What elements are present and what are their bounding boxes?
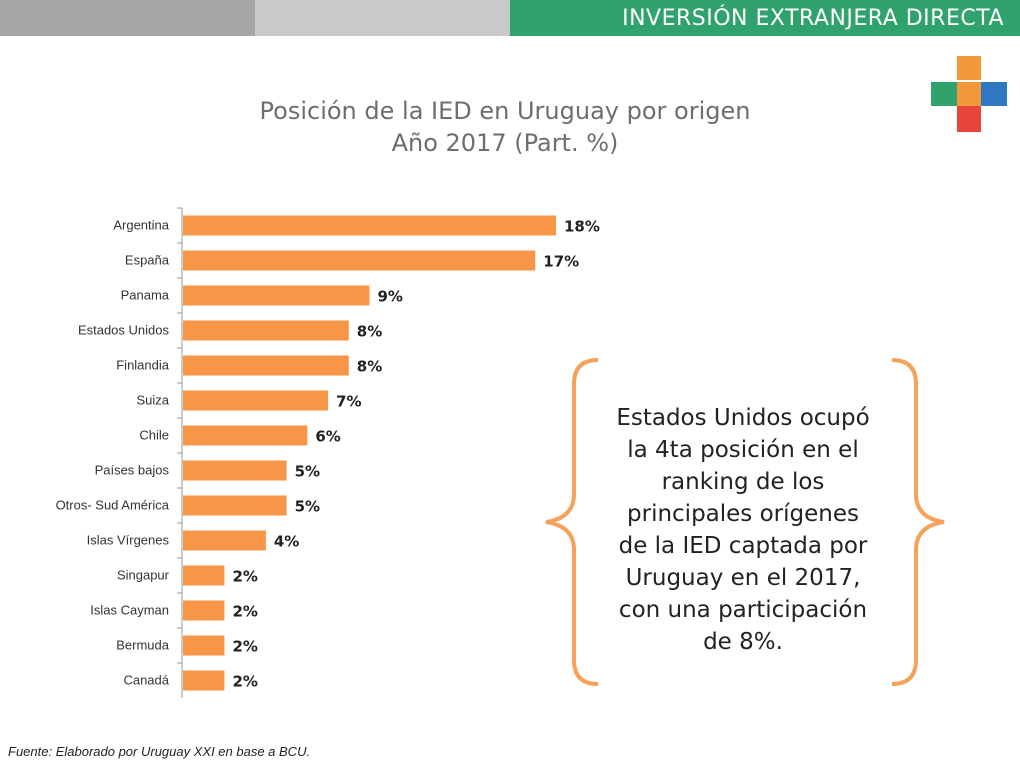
callout-line: principales orígenes	[627, 501, 859, 527]
callout-line: de 8%.	[703, 629, 783, 655]
value-label: 8%	[357, 323, 382, 341]
chart-title-block: Posición de la IED en Uruguay por origen…	[150, 95, 860, 159]
callout-line: la 4ta posición en el	[627, 437, 859, 463]
category-label: Singapur	[117, 568, 170, 583]
chart-subtitle: Año 2017 (Part. %)	[391, 129, 619, 157]
callout-line: Estados Unidos ocupó	[616, 405, 870, 431]
value-label: 2%	[232, 568, 257, 586]
bar	[183, 670, 225, 691]
bar	[183, 635, 225, 656]
category-label: Chile	[139, 428, 169, 443]
callout-line: Uruguay en el 2017,	[625, 565, 861, 591]
callout-text: Estados Unidos ocupó la 4ta posición en …	[588, 402, 898, 658]
callout-line: ranking de los	[661, 469, 825, 495]
value-label: 5%	[295, 463, 320, 481]
category-label: Finlandia	[116, 358, 170, 373]
category-label: Argentina	[113, 218, 169, 233]
value-label: 9%	[378, 288, 403, 306]
left-brace	[545, 358, 599, 686]
bar	[183, 285, 370, 306]
header-bar-light	[255, 0, 510, 36]
value-label: 8%	[357, 358, 382, 376]
category-label: Bermuda	[116, 638, 170, 653]
logo-top-square	[957, 56, 981, 80]
bar	[183, 215, 556, 236]
value-label: 18%	[564, 218, 600, 236]
logo-bottom-square	[957, 106, 981, 132]
section-title: INVERSIÓN EXTRANJERA DIRECTA	[622, 5, 1004, 31]
category-label: Islas Cayman	[90, 603, 169, 618]
category-label: Estados Unidos	[78, 323, 170, 338]
chart-title: Posición de la IED en Uruguay por origen	[259, 97, 751, 125]
category-label: Suiza	[136, 393, 169, 408]
category-label: Países bajos	[95, 463, 170, 478]
category-label: Islas Vírgenes	[87, 533, 170, 548]
right-brace	[891, 358, 945, 686]
value-label: 2%	[232, 638, 257, 656]
logo-left-square	[931, 82, 957, 106]
bar	[183, 425, 308, 446]
bar-chart: Argentina 18% España 17% Panama 9% Estados Uni…	[56, 207, 600, 698]
value-label: 2%	[232, 673, 257, 691]
logo-right-square	[981, 82, 1007, 106]
category-label: España	[125, 253, 170, 268]
category-label: Otros- Sud América	[56, 498, 170, 513]
callout-line: con una participación	[618, 597, 868, 623]
value-label: 6%	[315, 428, 340, 446]
bar	[183, 320, 349, 341]
callout-line: de la IED captada por	[618, 533, 868, 559]
source-note: Fuente: Elaborado por Uruguay XXI en bas…	[8, 744, 311, 759]
bar	[183, 565, 225, 586]
value-label: 2%	[232, 603, 257, 621]
value-label: 4%	[274, 533, 299, 551]
callout-brace	[545, 358, 945, 686]
value-label: 5%	[295, 498, 320, 516]
category-label: Panama	[121, 288, 170, 303]
bar	[183, 600, 225, 621]
bar	[183, 390, 329, 411]
bar	[183, 250, 536, 271]
bar	[183, 355, 349, 376]
bar	[183, 530, 266, 551]
category-label: Canadá	[123, 673, 169, 688]
bar	[183, 495, 287, 516]
value-label: 17%	[543, 253, 579, 271]
brand-logo	[931, 56, 1007, 132]
value-label: 7%	[336, 393, 361, 411]
header-bar-gray	[0, 0, 255, 36]
bar	[183, 460, 287, 481]
section-title-bar: INVERSIÓN EXTRANJERA DIRECTA	[510, 0, 1020, 36]
logo-center-square	[957, 82, 981, 106]
